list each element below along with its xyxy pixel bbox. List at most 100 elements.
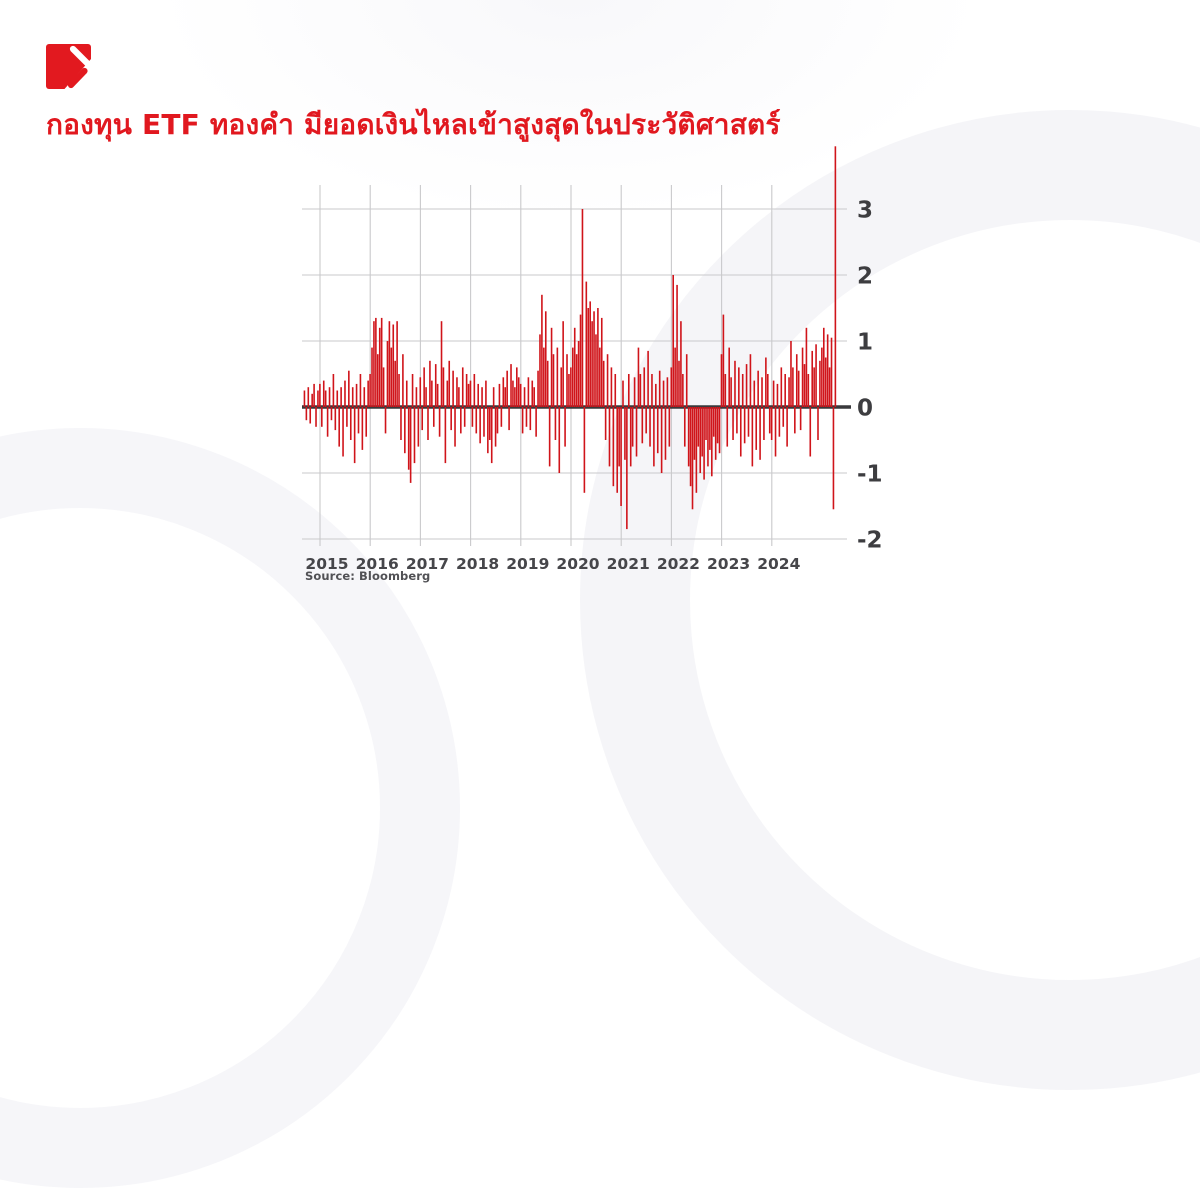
y-axis-tick-label: 3 xyxy=(857,198,873,224)
x-axis-tick-label: 2022 xyxy=(657,555,700,573)
flow-bar xyxy=(533,387,535,407)
flow-bar xyxy=(394,360,396,407)
flow-bar xyxy=(583,407,586,493)
flow-bar xyxy=(415,387,418,407)
flow-bar xyxy=(824,357,827,407)
flow-bar xyxy=(548,407,551,467)
flow-bar xyxy=(324,390,327,407)
flow-bar xyxy=(724,374,727,407)
flow-bar xyxy=(647,350,649,407)
flow-bar xyxy=(357,407,360,434)
flow-bar xyxy=(365,407,368,437)
flow-bar xyxy=(751,407,754,467)
flow-bar xyxy=(431,380,433,407)
flow-bar xyxy=(317,390,319,407)
flow-bar xyxy=(616,407,619,493)
flow-bar xyxy=(627,374,630,407)
flow-bar xyxy=(795,354,798,407)
flow-bar xyxy=(452,370,454,407)
flow-bar xyxy=(558,407,561,473)
logo-upper-slash-icon xyxy=(69,45,91,67)
flow-bar xyxy=(579,314,582,407)
flow-bar xyxy=(510,364,512,407)
flow-bar xyxy=(346,407,348,427)
flow-bar xyxy=(799,407,802,431)
flow-bar xyxy=(556,347,559,407)
flow-bar xyxy=(502,377,505,407)
flow-bar xyxy=(782,407,785,427)
y-axis-tick-label: 1 xyxy=(857,330,873,356)
flow-bar xyxy=(718,407,721,454)
flow-bar xyxy=(822,327,825,407)
flow-bar xyxy=(334,407,337,431)
flow-bar xyxy=(508,407,510,431)
flow-bar xyxy=(338,407,340,447)
flow-bar xyxy=(778,407,781,437)
flow-bar xyxy=(560,367,563,407)
y-axis-tick-label: 2 xyxy=(857,264,873,290)
flow-bar xyxy=(568,374,570,407)
flow-bar xyxy=(714,407,717,460)
flow-bar xyxy=(479,407,481,444)
flow-bar xyxy=(367,380,369,407)
flow-bar xyxy=(612,407,615,487)
flow-bar xyxy=(444,407,447,464)
flow-bar xyxy=(643,367,646,407)
flow-bar xyxy=(436,383,439,407)
flow-bar xyxy=(361,407,364,450)
flow-bar xyxy=(564,407,566,447)
flow-bar xyxy=(461,367,464,407)
flow-bar xyxy=(554,407,557,440)
flow-bar xyxy=(585,281,588,407)
flow-bar xyxy=(573,327,576,407)
flow-bar xyxy=(697,407,700,447)
flow-bar xyxy=(801,347,804,407)
flow-bar xyxy=(531,380,534,407)
flow-bar xyxy=(371,347,373,407)
flow-bar xyxy=(432,407,435,427)
flow-bar xyxy=(807,374,810,407)
flow-bar xyxy=(402,354,404,407)
flow-bar xyxy=(682,374,684,407)
flow-bar xyxy=(651,374,653,407)
flow-bar xyxy=(423,367,425,407)
flow-bar xyxy=(477,383,479,407)
flow-bar xyxy=(668,407,671,447)
flow-bar xyxy=(309,407,312,424)
flow-bar xyxy=(759,407,761,460)
flow-bar xyxy=(784,374,786,407)
flow-bar xyxy=(780,367,783,407)
flow-bar xyxy=(517,377,520,407)
flow-bar xyxy=(811,350,814,407)
flow-bar xyxy=(707,407,709,467)
flow-bar xyxy=(409,407,412,483)
flow-bar xyxy=(701,407,703,457)
flow-bar xyxy=(419,377,422,407)
flow-bar xyxy=(315,407,317,427)
flow-bar xyxy=(743,407,746,444)
flow-bar xyxy=(498,383,501,407)
flow-bar xyxy=(716,407,719,444)
flow-bar xyxy=(685,354,688,407)
publisher-logo xyxy=(46,44,91,89)
flow-bar xyxy=(463,407,466,427)
flow-bar xyxy=(599,347,601,407)
flow-bar xyxy=(378,327,381,407)
flow-bar xyxy=(610,367,613,407)
flow-bar xyxy=(653,407,655,467)
flow-bar xyxy=(473,374,476,407)
flow-bar xyxy=(404,407,406,454)
flow-bar xyxy=(375,317,377,407)
flow-bar xyxy=(506,370,508,407)
flow-bar xyxy=(747,407,750,437)
flow-bar xyxy=(319,383,321,407)
flow-bar xyxy=(570,367,572,407)
flow-bar xyxy=(458,387,460,407)
flow-bar xyxy=(332,374,335,407)
flow-bar xyxy=(467,383,470,407)
flow-bar xyxy=(425,387,427,407)
flow-bar xyxy=(340,387,342,407)
flow-bar xyxy=(809,407,812,457)
flow-bar xyxy=(591,321,593,407)
flow-bar xyxy=(805,327,808,407)
